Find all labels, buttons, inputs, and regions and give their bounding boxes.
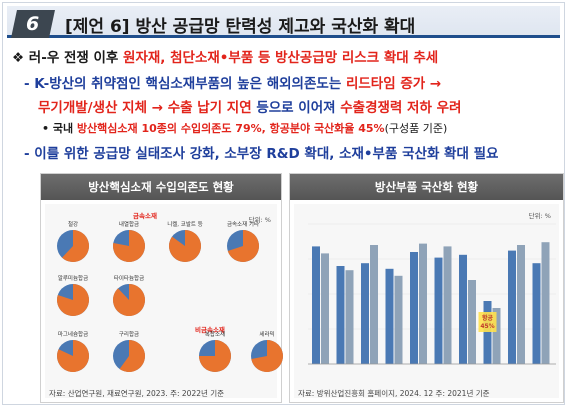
pie-slice-import (119, 340, 145, 372)
pie-slice-import (113, 284, 145, 316)
slide-title: [제언 6] 방산 공급망 탄력성 제고와 국산화 확대 (65, 17, 416, 37)
pie-item: 타이타늄합금 (107, 274, 151, 322)
pie-item: 구리합금 (107, 330, 151, 378)
line3-highlight: 무기개발/생산 지체 → 수출 납기 지연 (38, 100, 252, 116)
aviation-highlight (478, 312, 497, 332)
bullet-line-3: 무기개발/생산 지체 → 수출 납기 지연 등으로 이어져 수출경쟁력 저하 우… (38, 96, 461, 116)
pie-item: 세라믹 (245, 330, 289, 378)
bullet-line-5: - 이를 위한 공급망 실태조사 강화, 소부장 R&D 확대, 소재•부품 국… (24, 146, 499, 162)
line3-highlight2: 수출경쟁력 저하 우려 (340, 100, 462, 116)
pie-item: 알루미늄합금 (51, 274, 95, 322)
pie-chart (113, 284, 145, 316)
bar-series-1 (532, 263, 541, 364)
pie-slice-import (169, 230, 201, 262)
pie-slice-import (57, 284, 89, 316)
pie-label: 내열합금 (118, 222, 140, 228)
line2-highlight: 리드타임 증가 → (345, 76, 442, 92)
pie-chart (57, 230, 89, 262)
pie-label: 복합소재 (204, 332, 226, 338)
pie-slice-import (251, 340, 283, 372)
pie-slice-import (57, 340, 89, 372)
aviation-note-text: 45% (480, 323, 494, 330)
right-source: 자료: 방위산업진흥회 홈페이지, 2024. 12 주: 2021년 기준 (298, 389, 490, 398)
pie-chart (227, 230, 259, 262)
pie-chart (169, 230, 201, 262)
bar-series-2 (370, 245, 378, 364)
bar-series-1 (385, 268, 394, 364)
nonmetal-section-label: 비금속소재 (195, 326, 225, 334)
localization-panel: 방산부품 국산화 현황 항공 45% 단위: % 자료: 방위산업진흥회 홈페이지… (289, 173, 564, 403)
pie-item: 내열합금 (107, 220, 151, 268)
bar-chart-area: 항공 45% 단위: % (294, 204, 559, 398)
bar-series-1 (508, 250, 516, 364)
left-unit-label: 단위: % (248, 216, 271, 224)
bullet-line-2: - K-방산의 취약점인 핵심소재부품의 높은 해외의존도는 리드타임 증가 → (24, 72, 441, 92)
line1-highlight: 원자재, 첨단소재•부품 등 방산공급망 리스크 확대 추세 (123, 50, 439, 66)
bar-series-1 (459, 254, 467, 364)
section-number: 6 (26, 13, 40, 35)
bar-series-2 (419, 243, 427, 364)
line4-highlight: 방산핵심소재 10종의 수입의존도 79%, 항공분야 국산화율 45% (76, 122, 385, 135)
line3-middle: 등으로 이어져 (251, 100, 341, 116)
import-dependency-panel: 방산핵심소재 수입의존도 현황 금속소재 단위: % 비금속소재 철강 내열합금 니… (40, 173, 283, 403)
pie-item: 철강 (51, 220, 95, 268)
bar-series-1 (483, 301, 492, 364)
line4-suffix: (구성품 기준) (384, 122, 448, 135)
bar-series-1 (434, 257, 443, 364)
pie-chart (57, 340, 89, 372)
right-unit-label: 단위: % (528, 212, 551, 220)
pie-item: 니켈, 코발트 등 (163, 220, 207, 268)
line4-prefix: • 국내 (42, 122, 77, 135)
bar-series-2 (443, 246, 452, 364)
pie-label: 타이타늄합금 (113, 276, 145, 282)
pie-chart (199, 340, 231, 372)
pie-label: 철강 (67, 222, 79, 228)
bar-series-2 (541, 242, 550, 364)
pie-item: 마그네슘합금 (51, 330, 95, 378)
bar-series-2 (517, 245, 525, 364)
pie-label: 마그네슘합금 (57, 332, 89, 338)
pie-label: 구리합금 (118, 332, 140, 338)
line1-prefix: ❖ 러-우 전쟁 이후 (12, 50, 124, 66)
bar-series-1 (336, 266, 345, 364)
pie-slice-import (227, 230, 259, 262)
pie-slice-import (199, 340, 231, 372)
pie-label: 세라믹 (259, 332, 275, 338)
pie-label: 금속소재 기타 (226, 222, 260, 228)
bar-series-1 (361, 263, 369, 364)
bar-series-2 (468, 280, 476, 364)
bar-series-2 (394, 275, 403, 364)
aviation-note-text: 항공 (482, 314, 494, 322)
pie-label: 알루미늄합금 (57, 276, 89, 282)
line2-prefix: - K-방산의 취약점인 핵심소재부품의 높은 해외의존도는 (24, 76, 346, 92)
bar-series-2 (345, 270, 354, 364)
title-bar: 6 [제언 6] 방산 공급망 탄력성 제고와 국산화 확대 (7, 6, 560, 38)
pie-chart (113, 340, 145, 372)
pie-slice-import (62, 230, 89, 262)
pie-item: 복합소재 (193, 330, 237, 378)
left-panel-title: 방산핵심소재 수입의존도 현황 (41, 174, 281, 200)
pie-slice-import (113, 230, 145, 262)
pie-item: 금속소재 기타 (221, 220, 265, 268)
pie-label: 니켈, 코발트 등 (167, 222, 203, 228)
bar-series-2 (321, 253, 329, 364)
section-number-badge: 6 (11, 10, 55, 38)
metal-section-label: 금속소재 (133, 212, 157, 220)
left-source: 자료: 산업연구원, 재료연구원, 2023. 주: 2022년 기준 (49, 389, 225, 398)
right-panel-title: 방산부품 국산화 현황 (290, 174, 563, 200)
bullet-line-4: • 국내 방산핵심소재 10종의 수입의존도 79%, 항공분야 국산화율 45… (42, 120, 447, 136)
bar-series-1 (410, 252, 418, 364)
bar-series-1 (312, 246, 320, 364)
pie-chart (251, 340, 283, 372)
pie-chart (57, 284, 89, 316)
bar-series-2 (492, 308, 501, 364)
pie-chart (113, 230, 145, 262)
bullet-line-1: ❖ 러-우 전쟁 이후 원자재, 첨단소재•부품 등 방산공급망 리스크 확대 … (12, 46, 438, 66)
